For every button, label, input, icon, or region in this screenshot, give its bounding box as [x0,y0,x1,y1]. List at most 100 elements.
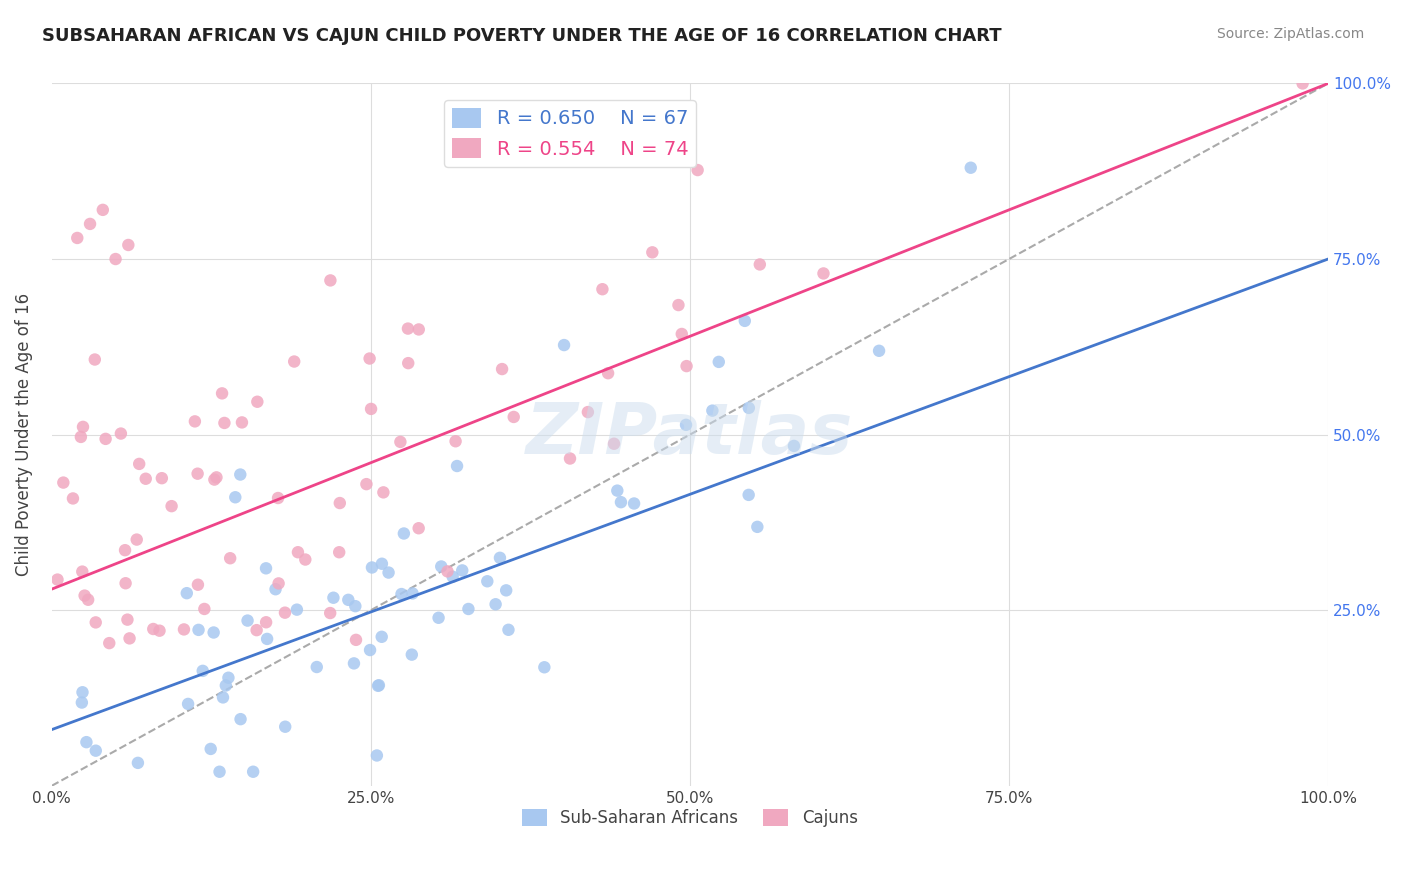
Point [389,434,412,449]
Point [319,273,342,287]
Point [246,623,269,637]
Point [396,321,419,335]
Point [813,267,835,281]
Point [46,573,69,587]
Point [344,632,367,647]
Point [117,238,139,252]
Point [184,414,207,428]
Point [283,354,305,368]
Point [128,457,150,471]
Point [173,623,195,637]
Point [72,565,94,579]
Point [430,559,453,574]
Point [427,611,450,625]
Point [451,563,474,577]
Y-axis label: Child Poverty Under the Age of 16: Child Poverty Under the Age of 16 [15,293,32,576]
Point [366,748,388,763]
Point [214,416,236,430]
Point [79,217,101,231]
Point [356,477,378,491]
Point [62,491,84,506]
Point [127,756,149,770]
Point [783,439,806,453]
Point [495,583,517,598]
Point [150,471,173,485]
Point [256,632,278,646]
Point [72,420,94,434]
Point [747,520,769,534]
Point [361,560,384,574]
Point [66,231,89,245]
Point [73,589,96,603]
Point [285,602,308,616]
Point [668,298,690,312]
Point [371,557,394,571]
Point [135,472,157,486]
Point [606,483,628,498]
Point [118,632,141,646]
Point [734,314,756,328]
Point [191,664,214,678]
Point [868,343,890,358]
Point [1291,77,1313,91]
Point [671,326,693,341]
Point [84,615,107,630]
Point [212,690,235,705]
Point [329,496,352,510]
Point [215,679,238,693]
Point [596,366,619,380]
Point [294,552,316,566]
Point [408,322,430,336]
Point [264,582,287,597]
Text: ZIPatlas: ZIPatlas [526,401,853,469]
Point [104,252,127,266]
Point [187,578,209,592]
Point [489,550,512,565]
Point [187,467,209,481]
Point [401,586,423,600]
Point [675,359,697,373]
Point [70,430,93,444]
Point [305,660,328,674]
Point [533,660,555,674]
Legend: Sub-Saharan Africans, Cajuns: Sub-Saharan Africans, Cajuns [516,802,865,834]
Point [219,551,242,566]
Point [498,623,520,637]
Point [231,416,253,430]
Point [187,623,209,637]
Point [738,401,761,415]
Point [641,245,664,260]
Point [287,545,309,559]
Point [202,473,225,487]
Point [193,602,215,616]
Point [396,356,419,370]
Point [83,352,105,367]
Point [229,467,252,482]
Point [52,475,75,490]
Text: SUBSAHARAN AFRICAN VS CAJUN CHILD POVERTY UNDER THE AGE OF 16 CORRELATION CHART: SUBSAHARAN AFRICAN VS CAJUN CHILD POVERT… [42,27,1002,45]
Point [367,678,389,692]
Point [444,434,467,449]
Point [200,742,222,756]
Point [176,586,198,600]
Point [236,614,259,628]
Point [267,576,290,591]
Point [344,599,367,614]
Point [373,485,395,500]
Point [748,257,770,271]
Point [391,587,413,601]
Point [267,491,290,505]
Point [117,613,139,627]
Point [553,338,575,352]
Point [77,592,100,607]
Point [254,615,277,630]
Point [401,648,423,662]
Point [254,561,277,575]
Point [591,282,613,296]
Point [457,602,479,616]
Point [202,625,225,640]
Point [576,405,599,419]
Point [610,495,633,509]
Point [686,163,709,178]
Point [675,417,697,432]
